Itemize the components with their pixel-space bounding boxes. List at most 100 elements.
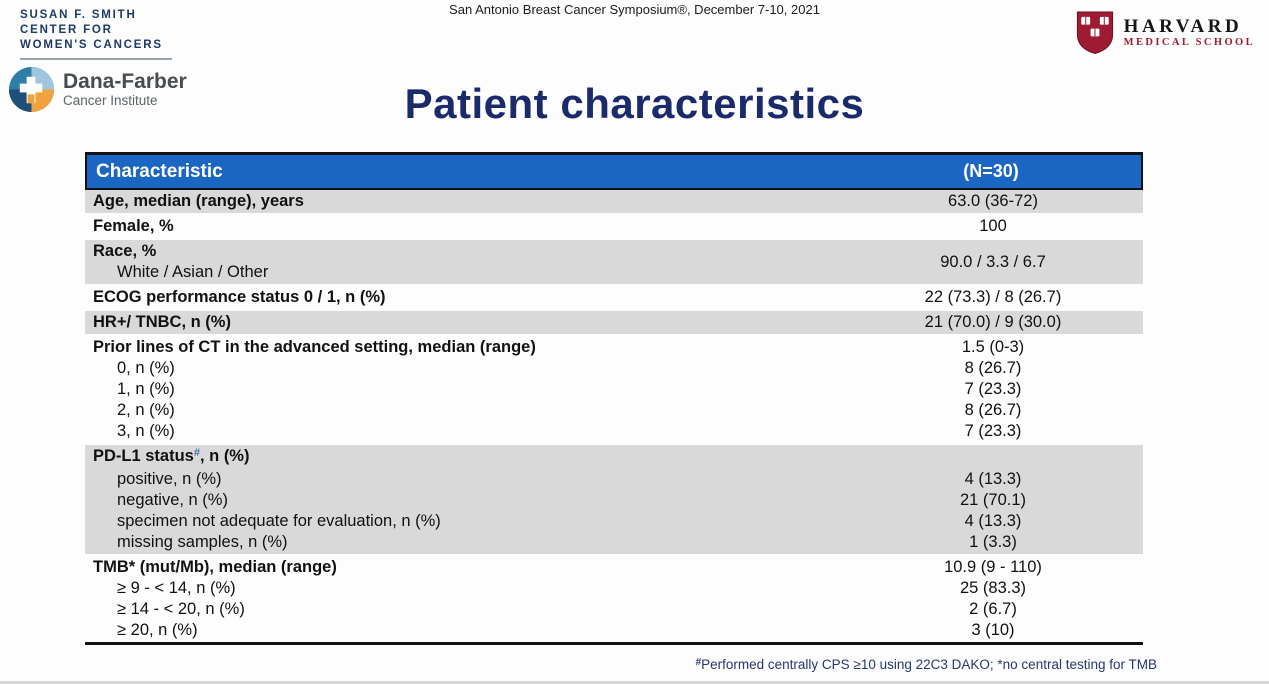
table-header-row: Characteristic (N=30) (85, 152, 1143, 190)
cell-label: specimen not adequate for evaluation, n … (85, 511, 843, 532)
susan-smith-line: WOMEN'S CANCERS (20, 39, 163, 51)
text-segment: positive, n (%) (117, 470, 222, 488)
text-segment: White / Asian / Other (117, 263, 269, 281)
cell-label: ≥ 9 - < 14, n (%) (85, 578, 843, 599)
cell-label: missing samples, n (%) (85, 532, 843, 553)
text-segment: 1, n (%) (117, 380, 175, 398)
table-line: PD-L1 status#, n (%) (85, 446, 1143, 469)
cell-label: Prior lines of CT in the advanced settin… (85, 337, 843, 358)
cell-label: ≥ 14 - < 20, n (%) (85, 599, 843, 620)
cell-value: 100 (979, 217, 1007, 235)
cell-value: 2 (6.7) (969, 600, 1017, 618)
table-line: negative, n (%) 21 (70.1) (85, 490, 1143, 511)
cell-label: 2, n (%) (85, 400, 843, 421)
cell-value: 10.9 (9 - 110) (944, 558, 1042, 576)
characteristics-table: Characteristic (N=30) Age, median (range… (85, 152, 1143, 645)
dana-farber-subtitle: Cancer Institute (63, 93, 158, 108)
text-segment: specimen not adequate for evaluation, n … (117, 512, 441, 530)
text-segment: PD-L1 status (93, 447, 194, 465)
cell-label: ECOG performance status 0 / 1, n (%) (85, 287, 843, 308)
cell-value: 4 (13.3) (964, 470, 1022, 488)
text-segment: Female, % (93, 217, 174, 235)
cell-value: 7 (23.3) (964, 380, 1022, 398)
cell-label: PD-L1 status#, n (%) (85, 446, 843, 469)
cell-value: 1 (3.3) (969, 533, 1017, 551)
cell-label: negative, n (%) (85, 490, 843, 511)
cell-value (843, 446, 1143, 469)
text-segment: HR+/ TNBC, n (%) (93, 313, 231, 331)
table-line: TMB* (mut/Mb), median (range) 10.9 (9 - 1… (85, 557, 1143, 578)
superscript-marker: # (193, 447, 200, 459)
cell-label: 1, n (%) (85, 379, 843, 400)
table-bottom-rule (85, 642, 1143, 645)
text-segment: missing samples, n (%) (117, 533, 288, 551)
susan-smith-line: CENTER FOR (20, 24, 113, 36)
table-line: ≥ 20, n (%) 3 (10) (85, 620, 1143, 641)
cell-value: 21 (70.0) / 9 (30.0) (924, 313, 1062, 331)
column-header-n: (N=30) (963, 161, 1019, 181)
harvard-subtitle: MEDICAL SCHOOL (1123, 37, 1255, 48)
table-row: TMB* (mut/Mb), median (range) 10.9 (9 - 1… (85, 554, 1143, 642)
cell-label: Female, % (85, 216, 843, 237)
dana-farber-name: Dana-Farber (63, 70, 187, 93)
text-segment: Prior lines of CT in the advanced settin… (93, 338, 536, 356)
table-row: Prior lines of CT in the advanced settin… (85, 334, 1143, 443)
text-segment: negative, n (%) (117, 491, 228, 509)
cell-value: 4 (13.3) (964, 512, 1022, 530)
cell-label: TMB* (mut/Mb), median (range) (85, 557, 843, 578)
cell-label: Age, median (range), years (85, 191, 843, 212)
text-segment: 3, n (%) (117, 422, 175, 440)
table-line: Female, % 100 (85, 216, 1143, 237)
text-segment: ECOG performance status 0 / 1, n (%) (93, 288, 386, 306)
harvard-branding: HARVARD MEDICAL SCHOOL (1075, 10, 1255, 55)
table-row: Age, median (range), years 63.0 (36-72) (85, 190, 1143, 213)
cell-value: 63.0 (36-72) (948, 192, 1038, 210)
table-line: 0, n (%) 8 (26.7) (85, 358, 1143, 379)
text-segment: ≥ 9 - < 14, n (%) (117, 579, 236, 597)
text-segment: Race, % (93, 242, 157, 260)
cell-value: 21 (70.1) (959, 491, 1027, 509)
text-segment: 0, n (%) (117, 359, 175, 377)
text-segment: Performed centrally CPS ≥10 using 22C3 D… (701, 657, 1157, 672)
text-segment: ≥ 14 - < 20, n (%) (117, 600, 245, 618)
dana-farber-branding: SUSAN F. SMITH CENTER FOR WOMEN'S CANCER… (8, 8, 187, 113)
text-segment: Age, median (range), years (93, 192, 304, 210)
table-line: specimen not adequate for evaluation, n … (85, 511, 1143, 532)
cell-label: HR+/ TNBC, n (%) (85, 312, 843, 333)
table-line: 3, n (%) 7 (23.3) (85, 421, 1143, 442)
harvard-shield-icon (1076, 11, 1113, 55)
table-row: Female, % 100 (85, 213, 1143, 238)
symposium-header: San Antonio Breast Cancer Symposium®, De… (449, 2, 820, 17)
table-row: Race, % White / Asian / Other 90.0 / 3.3 /… (85, 238, 1143, 284)
dana-farber-logo-icon (8, 66, 55, 113)
cell-label: Race, % (85, 241, 843, 262)
row-labels: Race, % White / Asian / Other (85, 241, 843, 283)
table-row: HR+/ TNBC, n (%) 21 (70.0) / 9 (30.0) (85, 309, 1143, 334)
cell-value: 90.0 / 3.3 / 6.7 (940, 252, 1046, 271)
table-row: ECOG performance status 0 / 1, n (%) 22 (… (85, 284, 1143, 309)
superscript-marker: # (695, 657, 702, 668)
cell-label: White / Asian / Other (85, 262, 843, 283)
table-line: 1, n (%) 7 (23.3) (85, 379, 1143, 400)
table-line: ≥ 14 - < 20, n (%) 2 (6.7) (85, 599, 1143, 620)
table-line: Prior lines of CT in the advanced settin… (85, 337, 1143, 358)
harvard-name: HARVARD (1123, 16, 1243, 37)
page-title: Patient characteristics (404, 80, 865, 127)
cell-value: 8 (26.7) (964, 359, 1022, 377)
video-edge-artifact (0, 681, 1269, 684)
table-line: positive, n (%) 4 (13.3) (85, 469, 1143, 490)
cell-value: 7 (23.3) (964, 422, 1022, 440)
table-line: ECOG performance status 0 / 1, n (%) 22 (… (85, 287, 1143, 308)
table-line: ≥ 9 - < 14, n (%) 25 (83.3) (85, 578, 1143, 599)
cell-value: 3 (10) (971, 621, 1015, 639)
text-segment: , n (%) (199, 447, 250, 465)
footnote: #Performed centrally CPS ≥10 using 22C3 … (85, 657, 1157, 672)
table-line: Age, median (range), years 63.0 (36-72) (85, 191, 1143, 212)
table-line: 2, n (%) 8 (26.7) (85, 400, 1143, 421)
cell-label: ≥ 20, n (%) (85, 620, 843, 641)
table-rows: Age, median (range), years 63.0 (36-72) Fe… (85, 190, 1143, 642)
wordmark-divider (20, 58, 172, 60)
table-line: missing samples, n (%) 1 (3.3) (85, 532, 1143, 553)
column-header-characteristic: Characteristic (96, 160, 223, 182)
